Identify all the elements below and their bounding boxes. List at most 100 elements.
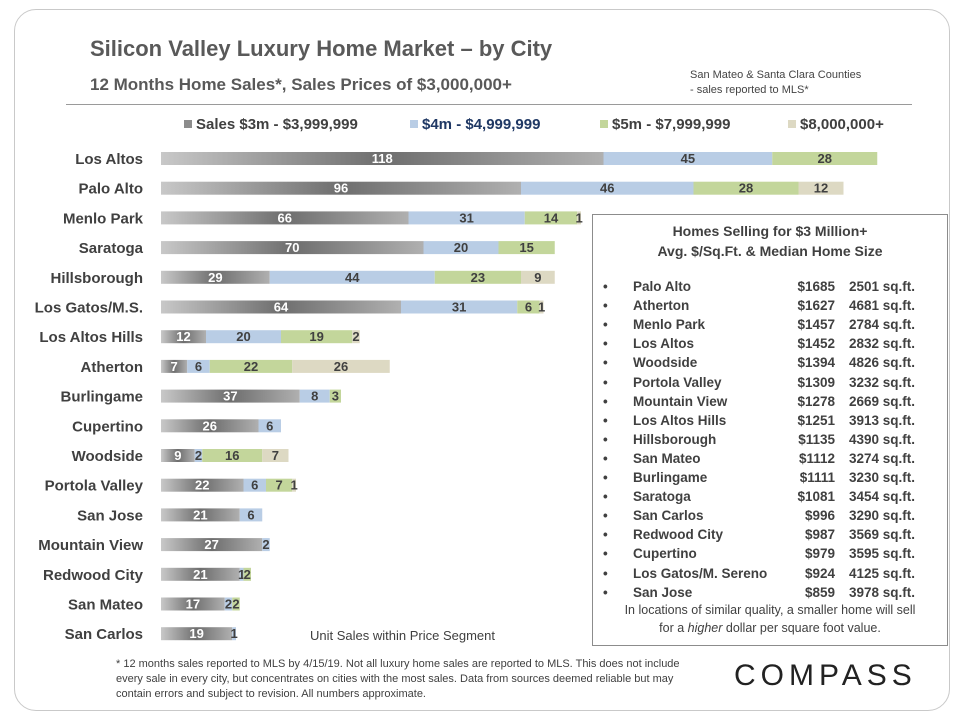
category-label: Burlingame [60,389,143,406]
bar-segment [408,211,525,225]
panel-row-bullet: • [603,393,608,409]
data-label: 28 [739,181,753,196]
data-label: 19 [309,329,323,344]
data-label: 22 [244,359,258,374]
panel-row-price: $1452 [797,336,835,352]
data-label: 6 [247,507,254,522]
panel-note-2b: higher [687,621,723,635]
bar-segment [161,627,233,641]
bar-segment [258,419,281,433]
bar-segment [161,300,401,314]
panel-row: • Cupertino $979 3595 sq.ft. [593,546,947,565]
category-label: Los Altos Hills [39,329,143,346]
data-label: 1 [291,478,298,493]
data-label: 21 [193,507,207,522]
panel-row-price: $987 [804,527,835,543]
data-label: 26 [203,418,217,433]
panel-row-bullet: • [603,584,608,600]
panel-row-city: Los Altos [633,336,695,352]
bar-segment [232,597,240,611]
bar-segment [577,211,581,225]
data-label: 21 [193,567,207,582]
data-label: 16 [225,448,239,463]
bar-segment [434,270,521,284]
source-note: San Mateo & Santa Clara Counties - sales… [690,68,861,98]
bar-segment [243,567,251,581]
panel-row-bullet: • [603,336,608,352]
category-label: Hillsborough [51,270,144,287]
panel-row: • Hillsborough $1135 4390 sq.ft. [593,432,947,451]
panel-row-bullet: • [603,279,608,294]
page-title: Silicon Valley Luxury Home Market – by C… [90,36,553,61]
bar-segment [161,389,300,403]
panel-row-price: $979 [804,546,835,562]
bar-segment [239,567,244,581]
bar-segment [539,300,544,314]
panel-row-price: $924 [804,565,835,581]
data-label: 3 [332,389,339,404]
bar-segment [292,478,296,492]
data-label: 2 [262,537,269,552]
bar-segment [352,330,360,344]
panel-row-city: Hillsborough [633,431,717,447]
panel-row-bullet: • [603,298,608,314]
panel-note-2a: for a [659,621,688,635]
legend-swatch-4m [410,120,418,128]
panel-row-price: $1111 [799,470,835,485]
bar-segment [603,152,773,165]
panel-row: • San Mateo $1112 3274 sq.ft. [593,451,947,470]
panel-row-size: 3978 sq.ft. [849,584,916,600]
data-label: 45 [681,151,695,166]
panel-note-2c: dollar per square foot value. [722,621,881,635]
panel-row: • Los Altos Hills $1251 3913 sq.ft. [593,413,947,432]
data-label: 64 [274,300,289,315]
bar-segment [206,330,281,344]
legend-item-8m: $8,000,000+ [788,116,884,133]
panel-row-city: Los Gatos/M. Sereno [633,565,768,581]
data-label: 8 [311,389,318,404]
panel-row-city: Cupertino [633,546,697,562]
panel-row: • Burlingame $1111 3230 sq.ft. [593,470,947,489]
bar-segment [161,449,195,462]
bar-segment [202,449,263,462]
bar-segment [161,567,240,581]
panel-subtitle: Avg. $/Sq.Ft. & Median Home Size [657,243,883,259]
bar-segment [262,449,289,462]
bar-segment [239,508,263,522]
panel-row-bullet: • [603,431,608,447]
category-label: Atherton [81,359,144,376]
panel-row-city: Palo Alto [633,279,692,294]
panel-row-price: $1081 [797,489,835,505]
bar-segment [521,181,694,195]
panel-row-bullet: • [603,450,608,466]
data-label: 28 [818,151,832,166]
data-label: 44 [345,270,360,285]
panel-row-size: 3913 sq.ft. [849,412,916,428]
legend-label-5m: $5m - $7,999,999 [612,116,731,133]
panel-row-size: 2784 sq.ft. [849,317,916,333]
panel-row: • Redwood City $987 3569 sq.ft. [593,527,947,546]
panel-row: • Palo Alto $1685 2501 sq.ft. [593,279,947,298]
data-label: 23 [471,270,485,285]
bar-segment [693,181,799,195]
panel-row: • Mountain View $1278 2669 sq.ft. [593,394,947,413]
panel-row-city: Redwood City [633,527,723,543]
panel-row: • Atherton $1627 4681 sq.ft. [593,298,947,317]
category-label: Woodside [72,448,143,465]
bar-segment [281,330,353,344]
chart-legend: Sales $3m - $3,999,999 $4m - $4,999,999 … [184,116,904,138]
panel-row-price: $1251 [797,412,835,428]
panel-row-price: $1457 [797,317,835,333]
bar-segment [161,478,244,492]
panel-row-size: 3232 sq.ft. [849,374,916,390]
legend-item-3m: Sales $3m - $3,999,999 [184,116,358,133]
panel-row-size: 4681 sq.ft. [849,298,916,314]
category-label: Cupertino [72,418,143,435]
data-label: 2 [225,597,232,612]
panel-note-line-1: In locations of similar quality, a small… [624,603,916,617]
bar-segment [269,270,435,284]
panel-row-size: 4390 sq.ft. [849,431,916,447]
panel-row-size: 3230 sq.ft. [849,470,916,485]
panel-row-size: 3290 sq.ft. [849,508,916,524]
